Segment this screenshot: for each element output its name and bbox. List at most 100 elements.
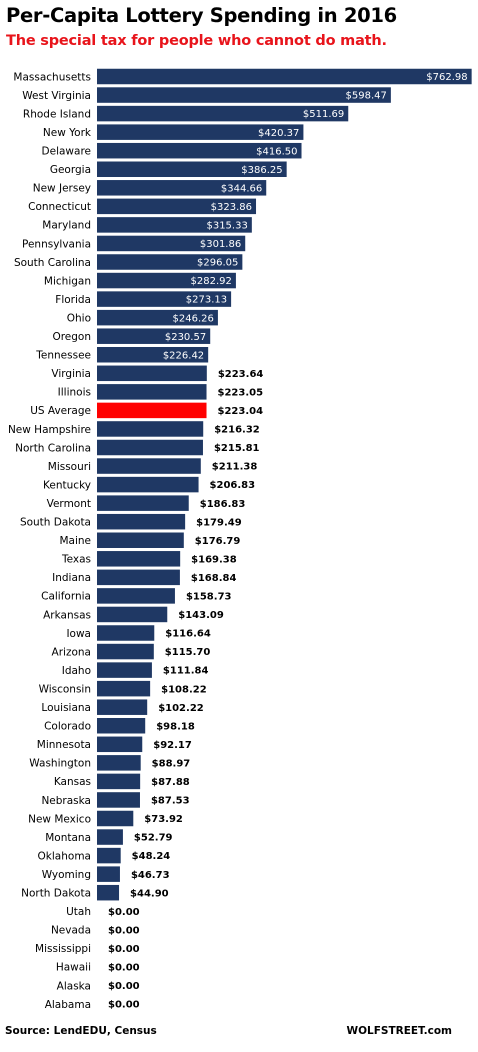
bar (97, 755, 141, 771)
value-label: $301.86 (200, 239, 241, 250)
value-label: $223.64 (218, 369, 264, 380)
category-label: Idaho (62, 665, 91, 677)
bar (97, 142, 302, 159)
bar-row: Florida $273.13 (55, 291, 232, 307)
bar-row: Maryland $315.33 (42, 217, 252, 233)
category-label: New Mexico (28, 813, 91, 825)
bar (97, 736, 143, 753)
category-label: Maryland (42, 220, 91, 232)
bar-row: Vermont $186.83 (47, 495, 246, 511)
category-label: Utah (66, 906, 91, 918)
bar-row: Michigan $282.92 (44, 272, 236, 289)
bar-row: Arkansas $143.09 (43, 606, 224, 623)
value-label: $143.09 (178, 610, 224, 621)
bar (97, 718, 146, 734)
bar (97, 124, 304, 140)
bar-row: Iowa $116.64 (66, 625, 211, 641)
bar-row: Missouri $211.38 (48, 458, 258, 474)
bar-row: South Dakota $179.49 (20, 513, 242, 530)
bar-row: Utah $0.00 (66, 906, 140, 918)
value-label: $88.97 (152, 758, 191, 769)
bar (97, 217, 252, 233)
value-label: $762.98 (426, 72, 467, 83)
value-label: $344.66 (221, 183, 262, 194)
category-label: Hawaii (56, 962, 91, 974)
bar-row: Massachusetts $762.98 (13, 68, 472, 85)
category-label: Maine (59, 535, 91, 547)
bar-row: Hawaii $0.00 (56, 962, 140, 974)
value-label: $211.38 (212, 462, 258, 473)
bar-row: Idaho $111.84 (62, 662, 209, 678)
category-label: Arkansas (43, 609, 91, 621)
bar-row: Delaware $416.50 (42, 142, 302, 159)
bar-row: Montana $52.79 (45, 829, 173, 845)
value-label: $598.47 (346, 91, 387, 102)
value-label: $323.86 (211, 202, 252, 213)
category-label: Wisconsin (39, 683, 91, 695)
category-label: Pennsylvania (22, 238, 91, 250)
value-label: $223.05 (218, 387, 264, 398)
bar (97, 606, 168, 623)
bar (97, 235, 246, 252)
bar-row: Nebraska $87.53 (41, 792, 190, 808)
category-label: New Hampshire (8, 424, 91, 436)
value-label: $216.32 (214, 425, 260, 436)
bar (97, 513, 186, 530)
bar-row: Texas $169.38 (61, 551, 237, 567)
category-label: Georgia (50, 164, 91, 176)
value-label: $186.83 (200, 499, 246, 510)
bar (97, 347, 209, 363)
bar (97, 569, 180, 586)
category-label: Colorado (44, 721, 91, 733)
value-label: $315.33 (206, 221, 247, 232)
bar-row: Louisiana $102.22 (41, 699, 204, 715)
category-label: Alabama (45, 999, 91, 1011)
bar-row: South Carolina $296.05 (14, 254, 243, 270)
category-label: Missouri (48, 461, 91, 473)
bar-row: Virginia $223.64 (51, 365, 264, 382)
bar (97, 328, 211, 344)
value-label: $46.73 (131, 870, 170, 881)
category-label: Ohio (67, 312, 91, 324)
bar (97, 532, 184, 548)
bar (97, 588, 175, 604)
category-label: Rhode Island (23, 108, 91, 120)
category-label: Nevada (51, 925, 91, 937)
value-label: $246.26 (173, 313, 214, 324)
bar-row: New Mexico $73.92 (28, 810, 183, 827)
category-label: Texas (61, 554, 91, 566)
bar-row: Tennessee $226.42 (35, 347, 209, 363)
bar-row: US Average $223.04 (30, 402, 264, 419)
category-label: Virginia (51, 368, 91, 380)
bar-row: Washington $88.97 (29, 755, 190, 771)
value-label: $215.81 (214, 443, 260, 454)
bar-row: North Dakota $44.90 (21, 884, 169, 901)
category-label: US Average (30, 405, 91, 417)
value-label: $223.04 (218, 406, 264, 417)
bar (97, 309, 218, 326)
bar (97, 476, 199, 493)
category-label: West Virginia (22, 90, 91, 102)
category-label: Oregon (52, 331, 91, 343)
value-label: $420.37 (258, 128, 299, 139)
category-label: Minnesota (37, 739, 91, 751)
bar-row: Kansas $87.88 (54, 773, 190, 790)
value-label: $116.64 (165, 629, 211, 640)
bar-row: Georgia $386.25 (50, 161, 287, 177)
bar (97, 272, 236, 289)
bar-row: Illinois $223.05 (58, 384, 263, 400)
value-label: $176.79 (195, 536, 241, 547)
value-label: $230.57 (165, 332, 206, 343)
category-label: South Carolina (14, 257, 91, 269)
category-label: North Dakota (21, 888, 91, 900)
category-label: Wyoming (42, 869, 91, 881)
category-label: Alaska (57, 980, 91, 992)
value-label: $416.50 (256, 146, 297, 157)
bar (97, 773, 141, 790)
category-label: Washington (29, 758, 91, 770)
bar (97, 421, 204, 437)
bar (97, 198, 257, 215)
bar (97, 365, 207, 382)
bar (97, 680, 151, 697)
value-label: $0.00 (108, 1000, 140, 1011)
